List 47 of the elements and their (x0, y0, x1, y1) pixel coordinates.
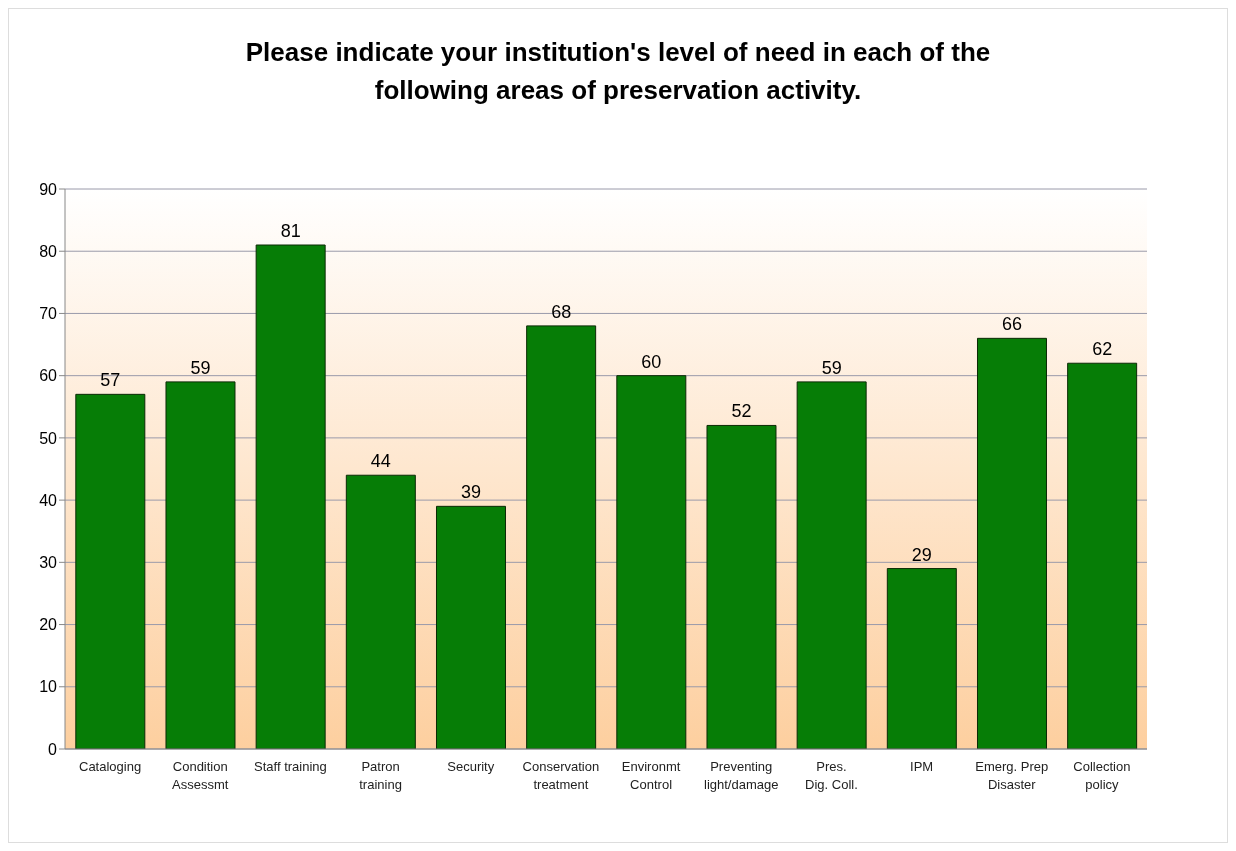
data-label: 68 (551, 301, 572, 322)
chart-title: Please indicate your institution's level of need in each of the following areas of preservation activity. (244, 36, 992, 107)
bar (1067, 362, 1138, 749)
x-tick-label: Collection policy (1073, 759, 1131, 792)
y-tick-label: 20 (39, 616, 58, 634)
bar (165, 381, 236, 749)
x-tick-label: Security (447, 759, 495, 774)
x-tick-label: Patron training (359, 759, 402, 792)
y-tick-label: 10 (39, 678, 58, 696)
y-tick-label: 80 (39, 242, 58, 260)
bar (345, 474, 416, 749)
y-tick-label: 90 (39, 180, 58, 198)
bar (796, 381, 867, 749)
bar (976, 337, 1047, 749)
y-tick-label: 60 (39, 367, 58, 385)
data-label: 44 (370, 451, 391, 472)
y-tick-label: 0 (48, 740, 58, 758)
data-label: 52 (731, 401, 752, 422)
data-label: 66 (1001, 314, 1022, 335)
data-label: 57 (100, 370, 121, 391)
y-tick-label: 50 (39, 429, 58, 447)
bar (255, 244, 326, 749)
x-tick-label: Preventing light/damage (704, 759, 779, 792)
data-label: 39 (460, 482, 481, 503)
data-label: 59 (190, 357, 211, 378)
x-tick-label: Pres. Dig. Coll. (805, 759, 858, 792)
y-tick-label: 30 (39, 554, 58, 572)
bar (706, 424, 777, 749)
bar (526, 325, 597, 749)
x-tick-label: IPM (910, 759, 934, 774)
x-tick-label: Environmt Control (621, 759, 681, 792)
bar (616, 375, 687, 749)
x-tick-label: Condition Assessmt (172, 759, 229, 792)
data-label: 59 (821, 357, 842, 378)
x-tick-label: Cataloging (79, 759, 142, 774)
data-label: 81 (280, 221, 301, 241)
bar (75, 393, 146, 749)
y-tick-label: 70 (39, 305, 58, 323)
y-tick-label: 40 (39, 491, 58, 509)
data-label: 29 (911, 544, 932, 565)
data-label: 62 (1092, 339, 1113, 360)
bar (435, 505, 506, 749)
data-label: 60 (641, 351, 662, 372)
x-tick-label: Conservation treatment (522, 759, 600, 792)
x-tick-label: Emerg. Prep Disaster (975, 759, 1049, 792)
bar (886, 568, 957, 749)
x-tick-label: Staff training (254, 759, 327, 774)
